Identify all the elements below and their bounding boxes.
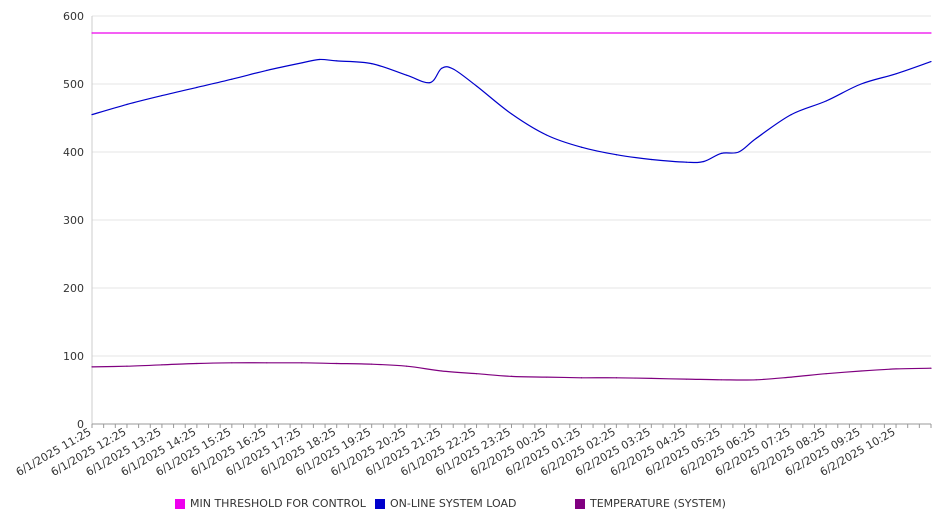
y-tick-label: 0 [77, 418, 84, 431]
data-point [738, 151, 740, 153]
data-point [650, 377, 652, 380]
data-point [615, 154, 617, 156]
data-point [91, 114, 93, 116]
data-point [580, 146, 583, 148]
data-point [336, 60, 338, 62]
data-point [266, 69, 268, 71]
data-point [126, 365, 128, 367]
data-point [301, 62, 303, 64]
legend-item-system-load[interactable]: ON-LINE SYSTEM LOAD [375, 497, 516, 510]
data-point [475, 373, 478, 375]
legend-swatch-temperature [575, 498, 585, 509]
data-point [650, 158, 652, 161]
y-tick-label: 100 [63, 350, 84, 363]
data-point [545, 134, 548, 136]
data-point [930, 367, 932, 369]
y-tick-label: 400 [63, 146, 84, 159]
legend-item-temperature[interactable]: TEMPERATURE (SYSTEM) [575, 497, 726, 510]
data-point [895, 73, 897, 75]
data-point [755, 137, 757, 139]
data-point [161, 364, 163, 366]
data-point [545, 376, 548, 378]
data-point [371, 363, 373, 365]
data-point [196, 362, 198, 365]
legend-label-system-load: ON-LINE SYSTEM LOAD [390, 497, 517, 510]
y-tick-label: 500 [63, 78, 84, 91]
data-point [429, 82, 431, 84]
legend-item-threshold[interactable]: MIN THRESHOLD FOR CONTROL [175, 497, 366, 510]
data-point [615, 377, 617, 379]
data-point [685, 161, 687, 163]
data-point [930, 60, 932, 63]
series-line-system-load [91, 58, 932, 164]
data-point [301, 362, 303, 364]
data-point [685, 378, 687, 380]
legend: MIN THRESHOLD FOR CONTROL ON-LINE SYSTEM… [175, 497, 875, 515]
data-point [510, 375, 513, 377]
data-point [91, 366, 93, 368]
data-point [825, 100, 827, 102]
y-tick-label: 200 [63, 282, 84, 295]
data-point [720, 152, 722, 154]
data-point [126, 103, 128, 105]
data-point [231, 78, 233, 80]
data-point [790, 376, 792, 378]
data-point [161, 94, 163, 97]
data-point [196, 86, 198, 88]
y-tick-label: 600 [63, 10, 84, 23]
data-point [580, 377, 583, 379]
data-point [336, 362, 338, 365]
data-point [452, 68, 454, 70]
data-point [860, 83, 862, 85]
data-point [91, 32, 93, 34]
data-point [755, 379, 757, 381]
axes [91, 16, 932, 428]
data-point [440, 67, 443, 69]
data-point [790, 114, 792, 116]
data-point [825, 373, 827, 375]
data-point [406, 74, 408, 76]
legend-label-threshold: MIN THRESHOLD FOR CONTROL [190, 497, 366, 510]
legend-swatch-system-load [375, 498, 385, 509]
series-lines [91, 32, 932, 381]
data-point [318, 58, 320, 61]
data-point [406, 365, 408, 367]
gridlines [92, 15, 931, 357]
data-point [720, 379, 722, 381]
data-point [231, 362, 233, 364]
data-point [475, 85, 478, 87]
data-point [440, 370, 443, 372]
data-point [895, 368, 897, 370]
data-point [510, 113, 513, 115]
data-point [860, 370, 862, 372]
series-line-temperature [91, 362, 932, 381]
data-point [266, 362, 268, 364]
legend-label-temperature: TEMPERATURE (SYSTEM) [590, 497, 726, 510]
data-point [930, 32, 932, 34]
data-point [371, 63, 373, 65]
y-tick-label: 300 [63, 214, 84, 227]
legend-swatch-threshold [175, 498, 185, 509]
data-point [703, 160, 705, 163]
